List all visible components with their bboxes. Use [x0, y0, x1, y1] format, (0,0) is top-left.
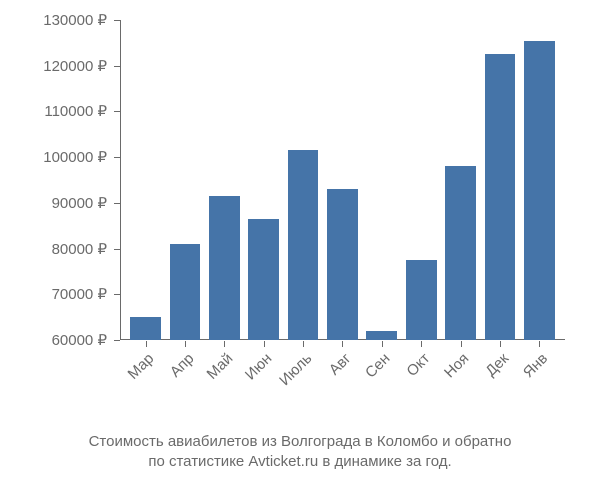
bar-slot: [244, 20, 283, 340]
y-tick-label: 120000 ₽: [20, 57, 115, 75]
chart-caption: Стоимость авиабилетов из Волгограда в Ко…: [69, 432, 532, 473]
y-tick-mark: [114, 157, 120, 158]
y-tick-label: 100000 ₽: [20, 148, 115, 166]
bar: [130, 317, 161, 340]
plot-area: [120, 20, 565, 340]
bar: [485, 54, 516, 340]
x-tick-label: Сен: [362, 350, 393, 381]
bar-slot: [441, 20, 480, 340]
bar-slot: [402, 20, 441, 340]
x-tick: Апр: [165, 342, 204, 420]
bars-container: [120, 20, 565, 340]
x-tick: Сен: [362, 342, 401, 420]
y-tick-label: 130000 ₽: [20, 11, 115, 29]
bar-slot: [205, 20, 244, 340]
y-tick-label: 90000 ₽: [20, 194, 115, 212]
x-tick: Ноя: [441, 342, 480, 420]
caption-line2: по статистике Avticket.ru в динамике за …: [148, 453, 451, 470]
bar-slot: [323, 20, 362, 340]
bar-slot: [283, 20, 322, 340]
y-tick-mark: [114, 340, 120, 341]
x-tick: Дек: [480, 342, 519, 420]
bar-slot: [520, 20, 559, 340]
x-tick-mark: [303, 341, 304, 347]
y-tick-mark: [114, 111, 120, 112]
x-tick-label: Окт: [403, 350, 433, 380]
bar: [209, 196, 240, 340]
bar: [445, 166, 476, 340]
x-tick: Июль: [283, 342, 322, 420]
bar: [327, 189, 358, 340]
x-tick-mark: [342, 341, 343, 347]
x-tick: Мар: [126, 342, 165, 420]
x-tick-mark: [539, 341, 540, 347]
y-tick-label: 110000 ₽: [20, 102, 115, 120]
bar-slot: [126, 20, 165, 340]
price-chart: 60000 ₽ 70000 ₽ 80000 ₽ 90000 ₽ 100000 ₽ 1100…: [20, 10, 580, 420]
x-tick: Июн: [244, 342, 283, 420]
bar: [524, 41, 555, 340]
x-ticks: Мар АпрМайИюнИюльАвгСен Окт Ноя Дек Янв: [120, 342, 565, 420]
x-tick: Авг: [323, 342, 362, 420]
x-tick-label: Ноя: [441, 350, 472, 381]
x-tick-label: Янв: [520, 350, 551, 381]
y-tick-mark: [114, 203, 120, 204]
x-tick: Май: [205, 342, 244, 420]
x-tick-mark: [224, 341, 225, 347]
caption-line1: Стоимость авиабилетов из Волгограда в Ко…: [89, 433, 512, 450]
x-tick-mark: [185, 341, 186, 347]
bar-slot: [480, 20, 519, 340]
x-tick-label: Апр: [166, 350, 197, 381]
x-tick-mark: [264, 341, 265, 347]
y-tick-label: 60000 ₽: [20, 331, 115, 349]
y-tick-mark: [114, 20, 120, 21]
y-tick-label: 70000 ₽: [20, 285, 115, 303]
bar: [288, 150, 319, 340]
y-tick-label: 80000 ₽: [20, 240, 115, 258]
bar: [248, 219, 279, 340]
x-tick-mark: [500, 341, 501, 347]
bar-slot: [165, 20, 204, 340]
x-tick: Окт: [402, 342, 441, 420]
y-tick-mark: [114, 66, 120, 67]
y-tick-mark: [114, 294, 120, 295]
x-tick-mark: [421, 341, 422, 347]
x-tick-label: Дек: [482, 350, 512, 380]
x-tick-label: Авг: [326, 350, 355, 379]
bar-slot: [362, 20, 401, 340]
y-tick-mark: [114, 249, 120, 250]
x-tick-label: Июн: [242, 350, 275, 383]
x-tick: Янв: [520, 342, 559, 420]
bar: [170, 244, 201, 340]
x-tick-mark: [461, 341, 462, 347]
x-tick-label: Мар: [125, 350, 158, 383]
x-tick-label: Май: [204, 350, 237, 383]
bar: [366, 331, 397, 340]
x-tick-mark: [382, 341, 383, 347]
bar: [406, 260, 437, 340]
x-tick-mark: [146, 341, 147, 347]
